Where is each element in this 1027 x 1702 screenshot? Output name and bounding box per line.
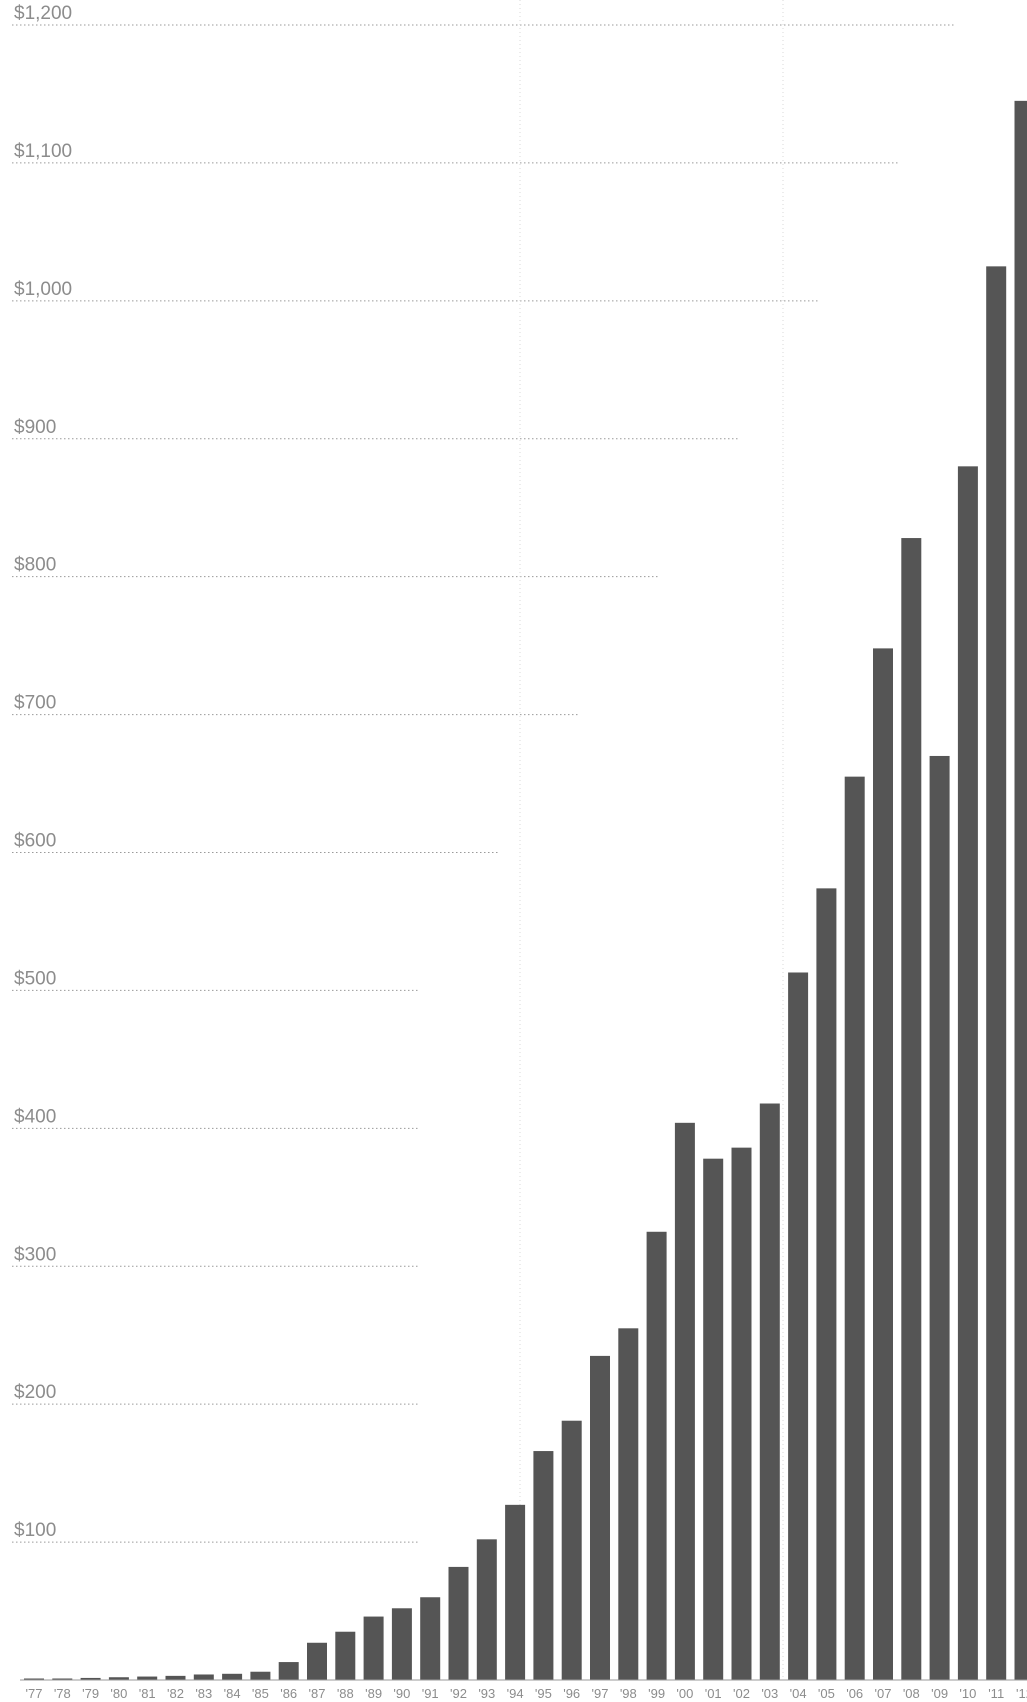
bar-97: [590, 1355, 610, 1680]
x-tick-label: '04: [790, 1686, 807, 1701]
x-tick-label: '83: [195, 1686, 212, 1701]
bar-80: [108, 1677, 129, 1680]
bar-07: [873, 648, 893, 1681]
bar-86: [278, 1662, 299, 1680]
bar-99: [646, 1231, 667, 1680]
bar-04: [788, 972, 809, 1680]
y-tick-label: $700: [14, 693, 56, 714]
x-tick-label: '85: [252, 1686, 269, 1701]
x-tick-label: '77: [26, 1686, 43, 1701]
x-tick-label: '79: [82, 1686, 99, 1701]
bar-09: [929, 755, 950, 1680]
bar-95: [533, 1451, 554, 1680]
bar-77: [24, 1678, 44, 1680]
bar-98: [618, 1328, 639, 1680]
x-tick-label: '89: [365, 1686, 382, 1701]
x-axis-tick-labels: '77 '78 '79 '80 '81 '82 '83 '84 '85 '86 '87 '88 '89 '…: [26, 1686, 1027, 1701]
y-tick-label: $1,000: [14, 279, 72, 300]
x-tick-label: '92: [450, 1686, 467, 1701]
x-tick-label: '09: [931, 1686, 948, 1701]
x-tick-label: '82: [167, 1686, 184, 1701]
x-tick-label: '03: [761, 1686, 778, 1701]
y-tick-label: $600: [14, 831, 56, 852]
bar-03: [759, 1103, 780, 1680]
bar-94: [505, 1504, 526, 1680]
x-tick-label: '05: [818, 1686, 835, 1701]
y-tick-label: $400: [14, 1106, 56, 1127]
bar-83: [193, 1674, 214, 1680]
x-tick-label: '00: [676, 1686, 693, 1701]
bar-02: [731, 1147, 752, 1680]
x-tick-label: '02: [733, 1686, 750, 1701]
x-tick-label: '84: [224, 1686, 241, 1701]
x-tick-label: '06: [846, 1686, 863, 1701]
bar-08: [901, 538, 922, 1680]
y-tick-label: $200: [14, 1382, 56, 1403]
bar-12: [1014, 100, 1027, 1681]
y-tick-label: $500: [14, 968, 56, 989]
grid-lines: [12, 0, 955, 1680]
y-tick-label: $1,200: [14, 3, 72, 24]
bar-81: [137, 1676, 158, 1680]
bar-06: [844, 776, 865, 1680]
y-axis-tick-labels: $100 $200 $300 $400 $500 $600 $700 $800 $900 $1,0…: [14, 3, 72, 1541]
y-tick-label: $1,100: [14, 141, 72, 162]
x-tick-label: '12: [1016, 1686, 1027, 1701]
y-tick-label: $100: [14, 1520, 56, 1541]
bar-05: [816, 888, 837, 1680]
x-tick-label: '01: [705, 1686, 722, 1701]
bar-11: [986, 266, 1007, 1681]
bar-78: [52, 1678, 73, 1680]
bar-87: [307, 1642, 327, 1680]
x-tick-label: '94: [507, 1686, 524, 1701]
x-tick-label: '97: [592, 1686, 609, 1701]
x-tick-label: '80: [110, 1686, 127, 1701]
x-tick-label: '96: [563, 1686, 580, 1701]
x-tick-label: '07: [875, 1686, 892, 1701]
x-tick-label: '87: [309, 1686, 326, 1701]
bar-85: [250, 1671, 271, 1680]
bar-79: [80, 1677, 101, 1680]
y-tick-label: $800: [14, 555, 56, 576]
x-tick-label: '10: [959, 1686, 976, 1701]
x-tick-label: '11: [988, 1686, 1004, 1701]
y-tick-label: $900: [14, 417, 56, 438]
x-tick-label: '90: [393, 1686, 410, 1701]
bar-10: [957, 466, 978, 1680]
x-tick-label: '88: [337, 1686, 354, 1701]
bar-90: [391, 1608, 412, 1680]
x-tick-label: '86: [280, 1686, 297, 1701]
bar-93: [476, 1539, 497, 1680]
bar-96: [561, 1420, 582, 1680]
x-tick-label: '91: [422, 1686, 439, 1701]
bar-82: [165, 1675, 186, 1680]
bar-89: [363, 1616, 384, 1680]
bar-84: [222, 1673, 243, 1680]
x-tick-label: '08: [903, 1686, 920, 1701]
x-tick-label: '81: [139, 1686, 156, 1701]
x-tick-label: '93: [478, 1686, 495, 1701]
bar-92: [448, 1566, 469, 1680]
x-tick-label: '95: [535, 1686, 552, 1701]
bar-91: [420, 1597, 441, 1680]
bar-88: [335, 1631, 356, 1680]
bar-01: [703, 1158, 724, 1680]
x-tick-label: '78: [54, 1686, 71, 1701]
bars: [24, 100, 1027, 1681]
bar-00: [674, 1122, 695, 1680]
x-tick-label: '98: [620, 1686, 637, 1701]
x-tick-label: '99: [648, 1686, 665, 1701]
y-tick-label: $300: [14, 1244, 56, 1265]
